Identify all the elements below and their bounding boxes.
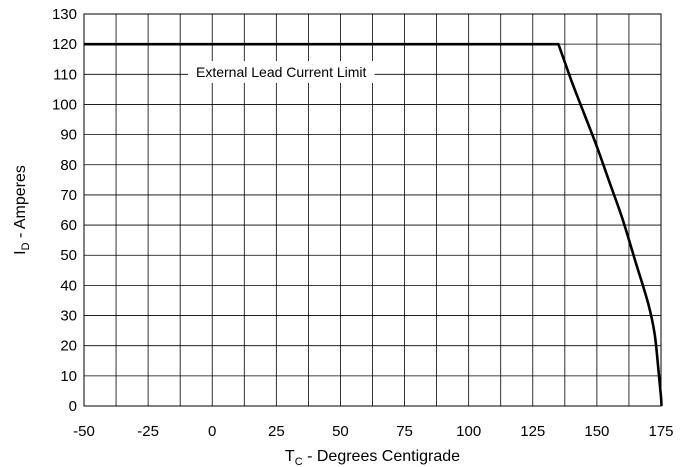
y-tick-label: 70 bbox=[60, 187, 77, 204]
series-line bbox=[84, 42, 663, 407]
x-tick-label: 75 bbox=[396, 423, 413, 440]
y-axis-title: ID - Amperes bbox=[12, 165, 32, 255]
y-axis-title-main: I bbox=[12, 250, 29, 254]
y-tick-label: 90 bbox=[60, 127, 77, 144]
y-tick-label: 50 bbox=[60, 247, 77, 264]
y-tick-label: 130 bbox=[52, 6, 77, 23]
y-axis-title-rest: - Amperes bbox=[12, 165, 29, 242]
y-tick-label: 80 bbox=[60, 157, 77, 174]
x-tick-label: 0 bbox=[208, 423, 216, 440]
x-axis-title-rest: - Degrees Centigrade bbox=[303, 448, 461, 465]
y-tick-label: 60 bbox=[60, 217, 77, 234]
y-tick-label: 120 bbox=[52, 36, 77, 53]
y-tick-label: 100 bbox=[52, 96, 77, 113]
x-tick-label: -25 bbox=[137, 423, 159, 440]
y-axis-title-sub: D bbox=[20, 242, 32, 250]
y-tick-labels: 0 10 20 30 40 50 60 70 80 90 100 110 120 130 bbox=[52, 6, 77, 415]
annotation-label: External Lead Current Limit bbox=[196, 64, 367, 80]
x-tick-labels: -50 -25 0 25 50 75 100 125 150 175 bbox=[73, 423, 673, 440]
x-tick-label: 125 bbox=[520, 423, 545, 440]
x-tick-label: 100 bbox=[456, 423, 481, 440]
y-tick-label: 0 bbox=[69, 398, 77, 415]
y-tick-label: 20 bbox=[60, 338, 77, 355]
y-tick-label: 40 bbox=[60, 277, 77, 294]
x-tick-label: 25 bbox=[268, 423, 285, 440]
x-axis-title-sub: C bbox=[295, 456, 303, 467]
plot-frame bbox=[83, 13, 662, 407]
x-tick-label: 50 bbox=[332, 423, 349, 440]
x-axis-title: TC - Degrees Centigrade bbox=[285, 448, 460, 467]
x-tick-label: 175 bbox=[648, 423, 673, 440]
x-axis-title-main: T bbox=[285, 448, 295, 465]
x-tick-label: 150 bbox=[584, 423, 609, 440]
y-tick-label: 30 bbox=[60, 308, 77, 325]
annotation-background bbox=[188, 61, 375, 83]
x-tick-label: -50 bbox=[73, 423, 95, 440]
y-tick-label: 110 bbox=[53, 66, 77, 83]
y-tick-label: 10 bbox=[60, 368, 77, 385]
